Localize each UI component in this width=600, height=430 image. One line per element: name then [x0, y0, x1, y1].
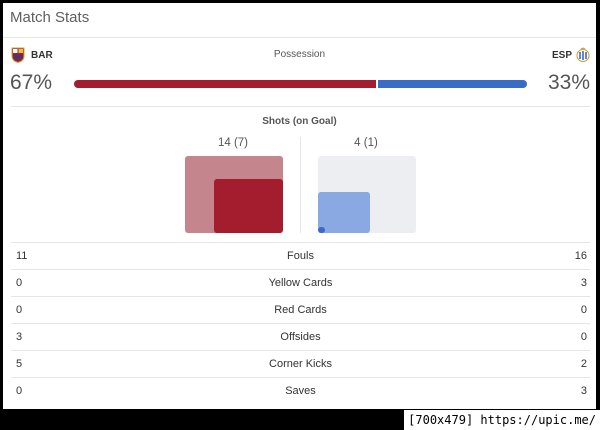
possession-label: Possession	[273, 49, 326, 60]
home-shots-box	[185, 156, 283, 233]
match-stats-header: Match Stats	[3, 3, 596, 38]
away-shots-on-goal-box	[318, 227, 326, 233]
stat-home-value: 5	[16, 358, 23, 370]
match-stats-title: Match Stats	[10, 9, 90, 26]
home-team-abbr: BAR	[31, 50, 53, 61]
away-team: ESP	[551, 47, 590, 63]
stat-home-value: 3	[16, 331, 23, 343]
home-possession-fill	[74, 80, 378, 88]
stat-label: Fouls	[287, 250, 314, 262]
barcelona-crest-icon	[11, 47, 25, 63]
shots-label: Shots (on Goal)	[262, 116, 337, 127]
divider	[11, 106, 590, 107]
stat-row: 0 Yellow Cards 3	[11, 270, 590, 297]
stat-home-value: 0	[16, 304, 23, 316]
stat-label: Offsides	[280, 331, 321, 343]
stat-away-value: 3	[580, 385, 587, 397]
stat-label: Yellow Cards	[268, 277, 333, 289]
away-possession-fill	[377, 80, 527, 88]
home-possession-pct: 67%	[10, 71, 53, 94]
stat-row: 0 Saves 3	[11, 378, 590, 404]
stats-table: 11 Fouls 16 0 Yellow Cards 3 0 Red Cards 0 3 Offsi…	[11, 242, 590, 404]
match-stats-card: Match Stats BAR ESP Possession 67% 33% S…	[3, 3, 596, 409]
stat-label: Red Cards	[274, 304, 327, 316]
home-shots-on-goal-box	[213, 178, 283, 233]
away-shots-count: 4 (1)	[354, 137, 378, 149]
away-shots-box	[318, 156, 416, 233]
possession-bar	[74, 80, 527, 88]
stat-away-value: 0	[580, 304, 587, 316]
stat-home-value: 0	[16, 385, 23, 397]
away-possession-pct: 33%	[547, 71, 590, 94]
stat-row: 11 Fouls 16	[11, 243, 590, 270]
away-team-abbr: ESP	[551, 50, 572, 61]
stat-row: 3 Offsides 0	[11, 324, 590, 351]
stat-row: 0 Red Cards 0	[11, 297, 590, 324]
stat-away-value: 0	[580, 331, 587, 343]
stat-label: Saves	[285, 385, 316, 397]
watermark-text: [700x479] https://upic.me/	[404, 410, 600, 430]
shots-divider	[300, 137, 301, 233]
stat-home-value: 0	[16, 277, 23, 289]
stat-away-value: 16	[574, 250, 587, 262]
stat-away-value: 3	[580, 277, 587, 289]
espanyol-crest-icon	[576, 47, 590, 62]
stat-away-value: 2	[580, 358, 587, 370]
home-shots-count: 14 (7)	[217, 137, 249, 149]
away-shots-total-box	[318, 191, 371, 233]
stat-label: Corner Kicks	[269, 358, 332, 370]
stat-home-value: 11	[16, 250, 28, 262]
stat-row: 5 Corner Kicks 2	[11, 351, 590, 378]
